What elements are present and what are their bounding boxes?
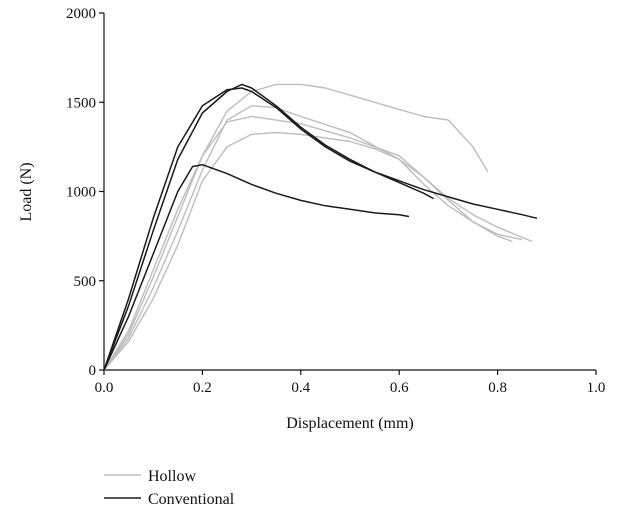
series-layer [103, 83, 538, 371]
series-line-hollow [103, 131, 533, 371]
series-line-conventional [103, 87, 538, 371]
y-tick-label: 2000 [66, 6, 96, 22]
y-axis-ticks: 0 500 1000 1500 2000 [66, 6, 104, 379]
x-tick-label: 0.0 [95, 380, 114, 396]
legend-label-conventional: Conventional [148, 491, 235, 508]
series-line-conventional [103, 83, 434, 371]
series-line-hollow [103, 83, 489, 371]
x-tick-label: 0.4 [291, 380, 310, 396]
legend-label-hollow: Hollow [148, 468, 196, 485]
legend: Hollow Conventional [104, 468, 235, 508]
series-line-conventional [103, 163, 410, 371]
y-tick-label: 500 [74, 274, 97, 290]
x-axis-ticks: 0.0 0.2 0.4 0.6 0.8 1.0 [95, 370, 606, 396]
x-tick-label: 0.2 [193, 380, 212, 396]
x-tick-label: 1.0 [587, 380, 606, 396]
y-axis-title: Load (N) [18, 162, 35, 221]
plot-area: 0 500 1000 1500 2000 0.0 0.2 0.4 0.6 0.8 1.0 [66, 6, 605, 396]
x-tick-label: 0.6 [390, 380, 409, 396]
series-line-hollow [103, 105, 523, 371]
x-axis-title: Displacement (mm) [286, 415, 414, 432]
y-tick-label: 1500 [66, 95, 96, 111]
y-tick-label: 1000 [66, 185, 96, 201]
x-tick-label: 0.8 [488, 380, 507, 396]
y-tick-label: 0 [89, 363, 97, 379]
series-line-hollow [103, 115, 513, 371]
